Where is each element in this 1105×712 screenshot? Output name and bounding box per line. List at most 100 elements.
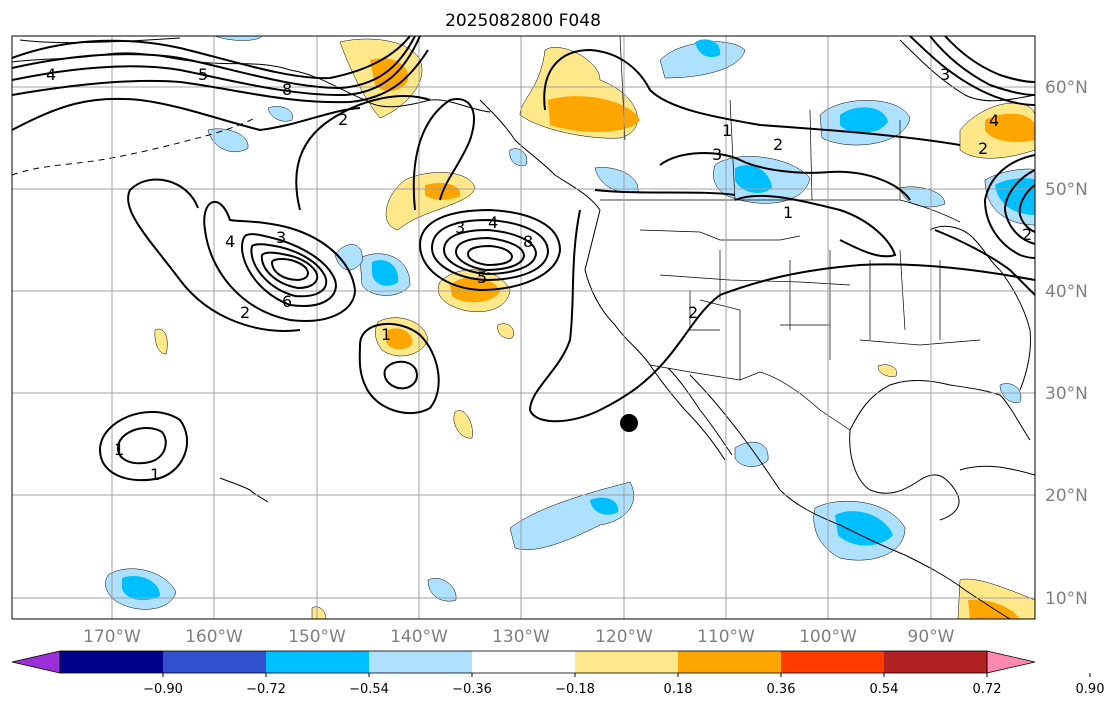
neg-anomaly-core [122, 576, 160, 601]
gridlines [12, 36, 1035, 619]
bc-coast [479, 99, 601, 211]
contour-line [734, 194, 897, 258]
lat-label: 40°N [1045, 282, 1088, 302]
colorbar-segment [472, 651, 576, 673]
colorbar-tick-label: −0.90 [143, 682, 183, 697]
lon-label: 110°W [697, 627, 755, 647]
map-frame [11, 35, 1036, 620]
colorbar-segment [369, 651, 473, 673]
neg-anomaly-patch [659, 41, 746, 79]
forecast-point-marker [620, 414, 638, 432]
colorbar-tick-label: −0.18 [555, 682, 595, 697]
contour-line [594, 189, 736, 196]
contour-line [944, 36, 1035, 83]
contour-label: 2 [1022, 225, 1032, 244]
contour-label: 3 [455, 218, 465, 237]
colorbar-tick-label: −0.72 [246, 682, 286, 697]
contour-label: 2 [240, 303, 250, 322]
neg-anomaly-patch [899, 186, 946, 208]
pos-anomaly-core [985, 113, 1035, 142]
colorbar-segment [60, 651, 164, 673]
colorbar-segment [781, 651, 885, 673]
neg-anomaly-patch [734, 441, 769, 467]
contour-line [1003, 169, 1035, 245]
colorbar-outline [59, 650, 988, 674]
contour-label: 6 [282, 292, 292, 311]
colorbar: −0.90 −0.72 −0.54 −0.36 −0.18 0.18 0.36 0.54 0.7… [11, 650, 1105, 697]
contour-label: 2 [338, 110, 348, 129]
contour-label: 2 [773, 135, 783, 154]
neg-anomaly-core [840, 107, 888, 134]
lon-label: 120°W [595, 627, 653, 647]
neg-anomaly-patch [207, 128, 249, 152]
contour-label: 4 [989, 111, 999, 130]
aleutian-islands [12, 117, 256, 176]
contour-line [12, 36, 416, 90]
contour-line [442, 228, 538, 276]
contour-line [983, 154, 1035, 259]
lon-label: 150°W [288, 627, 346, 647]
colorbar-tick-label: −0.54 [349, 682, 389, 697]
lon-label: 90°W [908, 627, 955, 647]
pos-anomaly-patch [453, 410, 473, 439]
east-coast [999, 269, 1031, 391]
contour-line [203, 200, 357, 322]
contour-line [241, 233, 337, 307]
contour-line [454, 236, 526, 272]
hudson-bay-coast [899, 39, 1035, 102]
colorbar-tick-label: 0.18 [664, 682, 693, 697]
contour-label: 3 [276, 228, 286, 247]
contour-line [418, 208, 562, 292]
canada-provinces [729, 99, 901, 201]
pos-anomaly-patch [311, 606, 327, 619]
colorbar-segment [884, 651, 988, 673]
contour-label: 2 [688, 303, 698, 322]
lat-label: 50°N [1045, 180, 1088, 200]
contour-line [430, 218, 550, 282]
contour-line [929, 36, 1035, 96]
colorbar-tick-label: 0.54 [870, 682, 899, 697]
lat-label: 20°N [1045, 486, 1088, 506]
contour-label: 1 [783, 203, 793, 222]
us-mexico-border [649, 364, 851, 431]
colorbar-segment [575, 651, 679, 673]
baja-coast [649, 364, 726, 461]
lon-label: 160°W [185, 627, 243, 647]
neg-anomaly-core [835, 511, 893, 546]
pos-anomaly-patch [877, 364, 898, 377]
lat-label: 10°N [1045, 589, 1088, 609]
contour-label: 1 [150, 465, 160, 484]
lon-label: 100°W [799, 627, 857, 647]
colorbar-tick-label: 0.90 [1076, 682, 1105, 697]
contour-line [528, 209, 1035, 423]
neg-anomaly-core [995, 178, 1035, 215]
contour-label: 8 [523, 232, 533, 251]
lon-label: 140°W [390, 627, 448, 647]
neg-anomaly-patch [267, 106, 293, 122]
great-lakes [929, 225, 1001, 271]
contour-labels: 4 5 8 2 3 4 8 3 4 5 6 1 2 1 1 2 3 1 2 4 … [46, 65, 1032, 484]
figure-title: 2025082800 F048 [445, 11, 601, 31]
contour-label: 8 [282, 80, 292, 99]
gulf-coast [849, 380, 1031, 441]
neg-anomaly-core [590, 497, 619, 515]
hawaii-islands [219, 477, 269, 503]
contour-line [466, 244, 514, 267]
lat-label: 60°N [1045, 78, 1088, 98]
neg-anomaly-patch [334, 244, 363, 271]
contour-line [412, 98, 475, 211]
us-west-coast [584, 209, 651, 366]
contour-line [127, 178, 301, 332]
contour-line [12, 97, 361, 132]
neg-anomaly-patch [427, 578, 457, 602]
contour-label: 2 [978, 139, 988, 158]
contour-label: 4 [46, 65, 56, 84]
contour-label: 1 [381, 325, 391, 344]
contours [12, 36, 1035, 482]
neg-anomaly-core [695, 39, 721, 58]
contour-label: 5 [477, 268, 487, 287]
pos-anomaly-core [386, 328, 413, 350]
contour-label: 5 [198, 65, 208, 84]
contour-line [12, 49, 429, 104]
colorbar-extend-min [11, 650, 61, 674]
